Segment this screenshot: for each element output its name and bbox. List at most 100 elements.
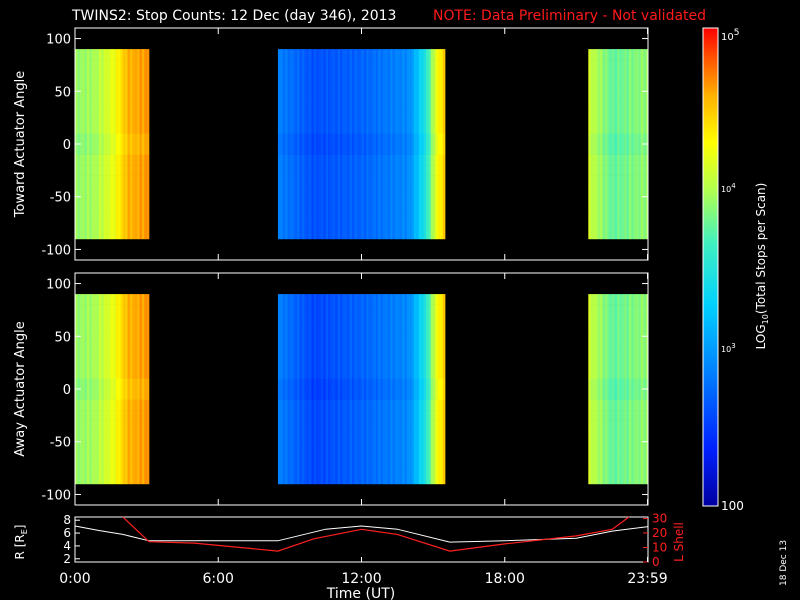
toward-heatmap-cell bbox=[120, 165, 124, 176]
away-heatmap-cell bbox=[351, 367, 355, 379]
toward-heatmap-cell bbox=[328, 228, 331, 240]
toward-heatmap-cell bbox=[409, 122, 412, 134]
away-heatmap-cell bbox=[103, 346, 107, 358]
away-heatmap-cell bbox=[320, 399, 324, 411]
toward-heatmap-cell bbox=[631, 144, 634, 155]
away-heatmap-cell bbox=[371, 441, 374, 453]
toward-heatmap-cell bbox=[79, 228, 83, 240]
away-heatmap-cell bbox=[640, 399, 644, 411]
toward-heatmap-cell bbox=[593, 165, 596, 176]
toward-heatmap-cell bbox=[134, 207, 138, 219]
away-heatmap-cell bbox=[311, 336, 315, 348]
away-heatmap-cell bbox=[94, 441, 97, 453]
away-heatmap-cell bbox=[113, 336, 116, 348]
away-heatmap-cell bbox=[390, 294, 393, 305]
away-heatmap-cell bbox=[115, 420, 119, 432]
away-heatmap-cell bbox=[318, 357, 322, 369]
away-heatmap-cell bbox=[414, 473, 417, 485]
toward-heatmap-cell bbox=[609, 80, 613, 92]
away-heatmap-cell bbox=[418, 367, 422, 379]
away-heatmap-cell bbox=[442, 294, 446, 305]
toward-heatmap-cell bbox=[335, 196, 338, 208]
toward-heatmap-cell bbox=[440, 217, 443, 229]
away-heatmap-cell bbox=[590, 473, 594, 485]
toward-heatmap-cell bbox=[330, 59, 334, 71]
toward-heatmap-cell bbox=[373, 196, 377, 208]
away-heatmap-cell bbox=[340, 325, 343, 337]
away-heatmap-cell bbox=[311, 304, 315, 316]
away-heatmap-cell bbox=[624, 304, 627, 316]
away-heatmap-cell bbox=[638, 367, 642, 379]
toward-heatmap-cell bbox=[588, 59, 591, 71]
toward-heatmap-cell bbox=[440, 144, 443, 155]
away-heatmap-cell bbox=[411, 462, 415, 474]
toward-heatmap-cell bbox=[421, 133, 424, 145]
toward-heatmap-cell bbox=[77, 112, 81, 124]
toward-heatmap-cell bbox=[144, 101, 147, 113]
toward-heatmap-cell bbox=[588, 101, 591, 113]
toward-heatmap-cell bbox=[418, 112, 422, 124]
toward-heatmap-cell bbox=[134, 133, 138, 145]
toward-heatmap-cell bbox=[361, 186, 365, 198]
away-heatmap-cell bbox=[84, 315, 88, 327]
toward-heatmap-cell bbox=[597, 133, 601, 145]
toward-heatmap-cell bbox=[626, 144, 630, 155]
toward-heatmap-cell bbox=[380, 101, 384, 113]
away-heatmap-cell bbox=[619, 431, 623, 443]
toward-heatmap-cell bbox=[311, 133, 315, 145]
away-heatmap-cell bbox=[588, 462, 591, 474]
away-heatmap-cell bbox=[612, 431, 615, 443]
away-heatmap-cell bbox=[344, 304, 348, 316]
toward-heatmap-cell bbox=[313, 49, 317, 60]
toward-heatmap-cell bbox=[304, 154, 307, 166]
away-heatmap-cell bbox=[430, 304, 434, 316]
toward-heatmap-cell bbox=[371, 133, 374, 145]
away-heatmap-cell bbox=[110, 294, 114, 305]
toward-heatmap-cell bbox=[402, 49, 405, 60]
toward-heatmap-cell bbox=[593, 196, 596, 208]
toward-heatmap-cell bbox=[347, 91, 350, 103]
toward-heatmap-cell bbox=[588, 49, 591, 60]
away-heatmap-cell bbox=[375, 304, 379, 316]
toward-heatmap-cell bbox=[134, 80, 138, 92]
toward-heatmap-cell bbox=[616, 207, 620, 219]
away-heatmap-cell bbox=[125, 325, 128, 337]
away-heatmap-cell bbox=[366, 325, 369, 337]
toward-heatmap-cell bbox=[77, 207, 81, 219]
away-heatmap-cell bbox=[77, 462, 81, 474]
toward-heatmap-cell bbox=[638, 80, 642, 92]
away-heatmap-cell bbox=[638, 304, 642, 316]
away-heatmap-cell bbox=[366, 431, 369, 443]
toward-heatmap-cell bbox=[344, 59, 348, 71]
toward-heatmap-cell bbox=[423, 122, 427, 134]
away-heatmap-cell bbox=[304, 315, 307, 327]
away-heatmap-cell bbox=[619, 410, 623, 421]
toward-heatmap-cell bbox=[387, 186, 391, 198]
away-heatmap-cell bbox=[631, 473, 634, 485]
away-heatmap-cell bbox=[619, 452, 623, 464]
away-heatmap-cell bbox=[602, 378, 606, 390]
away-heatmap-cell bbox=[340, 346, 343, 358]
toward-heatmap-cell bbox=[110, 49, 114, 60]
toward-heatmap-cell bbox=[101, 133, 104, 145]
toward-heatmap-cell bbox=[636, 196, 639, 208]
away-heatmap-cell bbox=[351, 378, 355, 390]
away-heatmap-cell bbox=[636, 420, 639, 432]
toward-heatmap-cell bbox=[375, 80, 379, 92]
toward-heatmap-cell bbox=[626, 112, 630, 124]
away-heatmap-cell bbox=[280, 410, 284, 421]
toward-heatmap-cell bbox=[79, 101, 83, 113]
away-heatmap-cell bbox=[282, 389, 286, 400]
away-heatmap-cell bbox=[141, 336, 145, 348]
away-heatmap-cell bbox=[77, 389, 81, 400]
away-heatmap-cell bbox=[414, 431, 417, 443]
away-heatmap-cell bbox=[297, 378, 300, 390]
toward-heatmap-cell bbox=[337, 217, 341, 229]
toward-heatmap-cell bbox=[96, 59, 100, 71]
toward-heatmap-cell bbox=[633, 49, 637, 60]
toward-heatmap-cell bbox=[285, 112, 288, 124]
away-heatmap-cell bbox=[590, 378, 594, 390]
away-heatmap-cell bbox=[120, 420, 124, 432]
toward-heatmap-cell bbox=[382, 122, 386, 134]
toward-heatmap-cell bbox=[371, 101, 374, 113]
